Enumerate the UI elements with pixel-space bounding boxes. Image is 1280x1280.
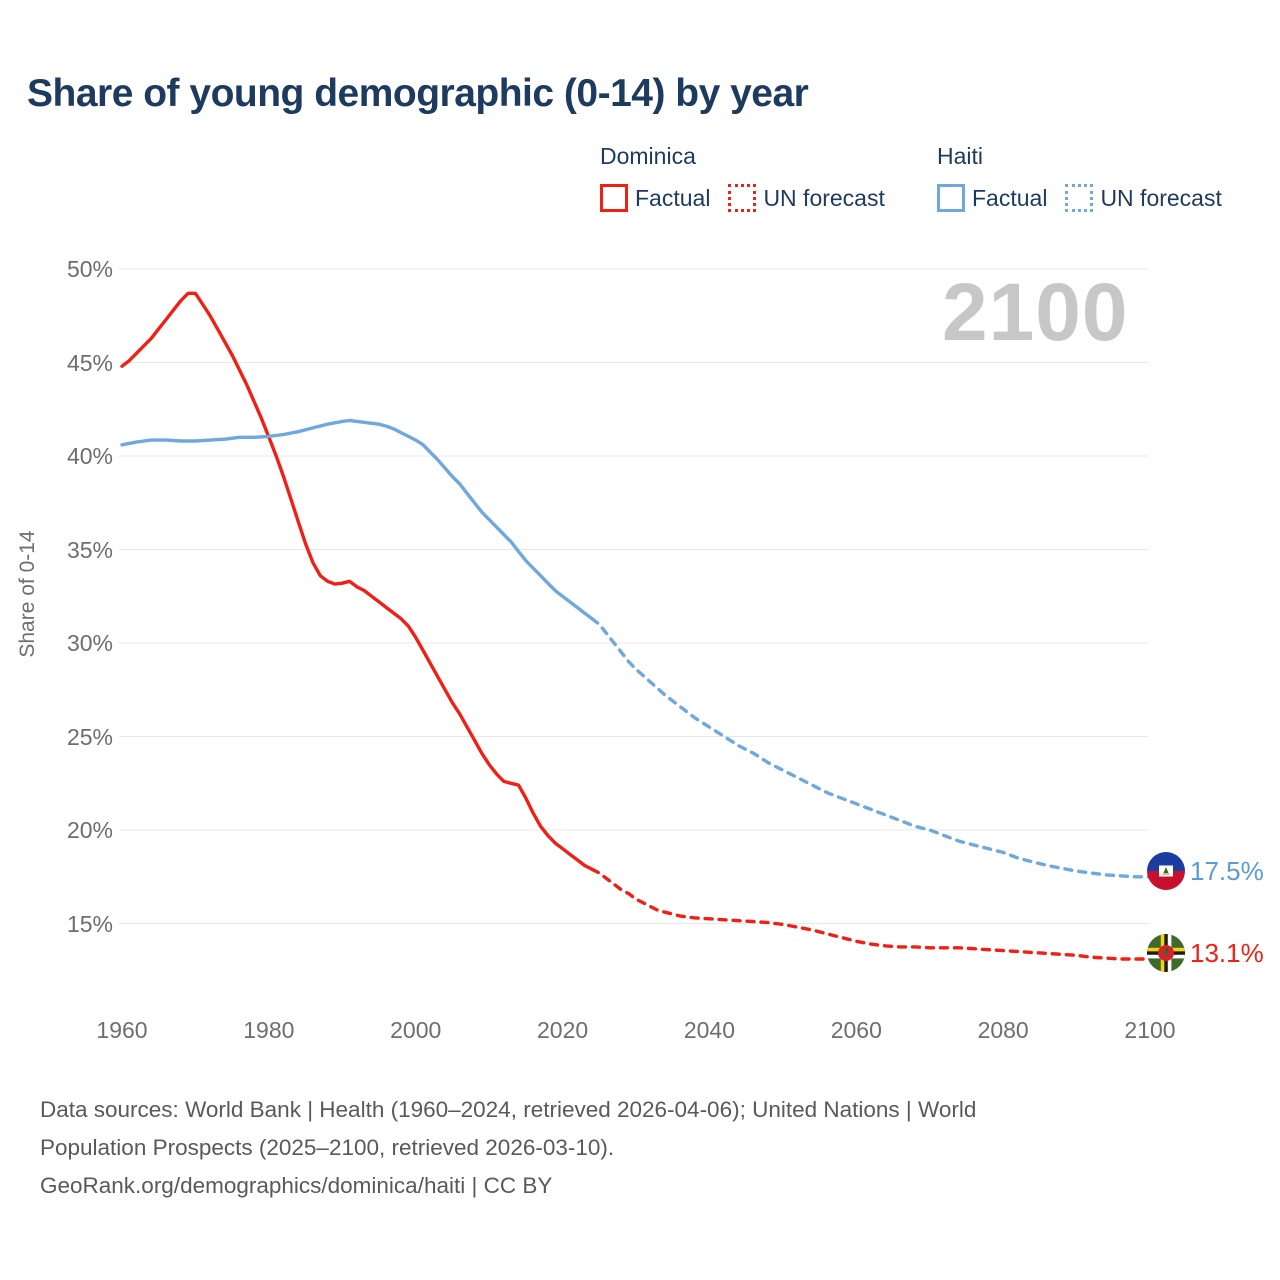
haiti-end-value: 17.5%: [1190, 856, 1264, 886]
footer-attribution: Data sources: World Bank | Health (1960–…: [40, 1091, 976, 1205]
haiti-forecast-label[interactable]: UN forecast: [1100, 184, 1222, 211]
year-watermark: 2100: [942, 267, 1129, 358]
legend-group-haiti: Haiti Factual UN forecast: [937, 143, 1240, 212]
x-tick-label: 2000: [390, 1017, 442, 1043]
series-dominica-un-forecast: [590, 867, 1152, 961]
y-tick-label: 25%: [66, 723, 113, 750]
x-tick-label: 2080: [977, 1017, 1029, 1043]
y-tick-label: 45%: [66, 349, 113, 376]
x-tick-label: 2100: [1124, 1017, 1176, 1043]
footer-line-2: Population Prospects (2025–2100, retriev…: [40, 1135, 615, 1160]
x-tick-label: 2040: [683, 1017, 736, 1043]
page-title: Share of young demographic (0-14) by yea…: [27, 72, 809, 115]
haiti-factual-label[interactable]: Factual: [972, 184, 1048, 211]
y-tick-label: 50%: [66, 256, 113, 282]
haiti-factual-swatch-icon[interactable]: [937, 184, 965, 212]
x-tick-label: 1980: [243, 1017, 295, 1043]
x-tick-label: 2020: [536, 1017, 589, 1043]
x-tick-label: 1960: [96, 1017, 148, 1043]
dominica-forecast-label[interactable]: UN forecast: [763, 184, 885, 211]
haiti-flag-icon: [1147, 852, 1185, 890]
dominica-end-value: 13.1%: [1190, 938, 1264, 968]
y-tick-label: 30%: [66, 630, 113, 656]
legend-group-dominica: Dominica Factual UN forecast: [600, 143, 903, 212]
y-tick-label: 15%: [66, 910, 113, 937]
dominica-forecast-swatch-icon[interactable]: [728, 184, 757, 212]
series-haiti-un-forecast: [590, 617, 1152, 879]
series-haiti-factual: [120, 418, 594, 621]
footer-line-1: Data sources: World Bank | Health (1960–…: [40, 1097, 977, 1122]
haiti-forecast-swatch-icon[interactable]: [1065, 184, 1094, 212]
dominica-factual-label[interactable]: Factual: [635, 184, 711, 211]
y-tick-label: 35%: [66, 536, 113, 563]
legend-country-haiti: Haiti: [937, 143, 984, 169]
dominica-flag-icon: [1147, 934, 1185, 972]
y-tick-label: 40%: [66, 443, 113, 469]
series-dominica-factual: [120, 291, 594, 871]
y-tick-label: 20%: [66, 817, 113, 843]
footer-line-3: GeoRank.org/demographics/dominica/haiti …: [40, 1173, 553, 1198]
x-tick-label: 2060: [830, 1017, 882, 1043]
dominica-factual-swatch-icon[interactable]: [600, 184, 628, 212]
legend-country-dominica: Dominica: [600, 143, 696, 169]
